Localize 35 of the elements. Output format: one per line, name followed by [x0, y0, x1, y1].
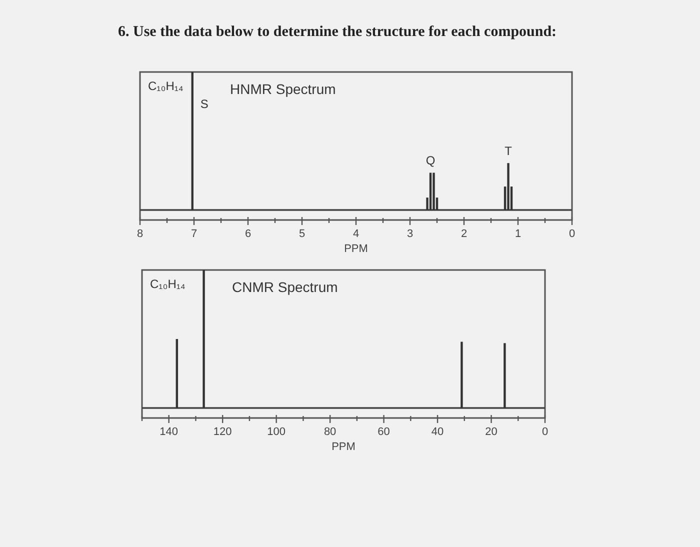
annotation: Q: [426, 154, 436, 168]
annotation: C₁₀H₁₄: [148, 79, 184, 93]
annotation: T: [504, 144, 513, 158]
x-axis-title: PPM: [344, 243, 368, 255]
bar: [176, 339, 178, 408]
bar: [202, 270, 205, 408]
x-tick-label: 7: [190, 228, 198, 240]
x-tick-label: 4: [352, 228, 360, 240]
x-tick-label: 0: [542, 426, 548, 438]
annotation: S: [200, 97, 208, 111]
bar: [504, 343, 506, 408]
x-tick-label: 140: [160, 426, 178, 438]
x-tick-label: 2: [460, 228, 468, 240]
bar: [432, 172, 435, 210]
x-tick-label: 3: [406, 228, 414, 240]
x-tick-label: 40: [431, 426, 444, 438]
x-tick-label: 1: [514, 228, 522, 240]
bar: [507, 163, 510, 210]
x-tick-label: 5: [298, 228, 306, 240]
x-tick-label: 8: [136, 228, 144, 240]
text: 6. Use the data below to determine the structure for each compound:: [118, 24, 557, 40]
bar: [460, 342, 463, 408]
x-tick-label: 60: [378, 426, 390, 438]
x-tick-label: 120: [213, 426, 232, 438]
x-tick-label: 0: [568, 228, 576, 240]
x-tick-label: 20: [485, 426, 498, 438]
x-tick-label: 100: [267, 426, 286, 438]
bar: [429, 172, 432, 210]
x-tick-label: 80: [324, 426, 336, 438]
x-tick-label: 6: [244, 228, 252, 240]
bar: [191, 72, 194, 210]
text: HNMR Spectrum: [230, 81, 336, 97]
annotation: C₁₀H₁₄: [150, 277, 186, 291]
x-axis-title: PPM: [332, 441, 356, 453]
text: CNMR Spectrum: [232, 279, 338, 295]
